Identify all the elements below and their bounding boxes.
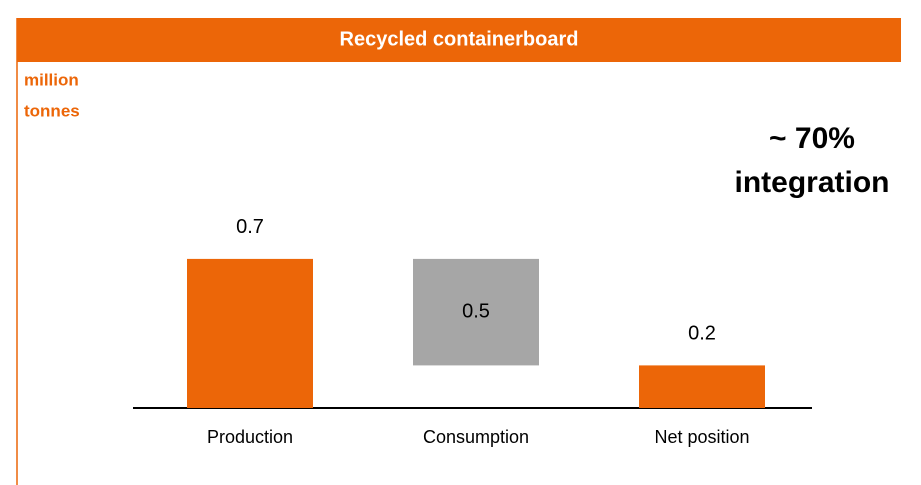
annotation: integration xyxy=(735,166,890,199)
x-tick-label: Net position xyxy=(654,427,749,447)
data-label: 0.7 xyxy=(236,216,264,238)
bar xyxy=(413,258,539,366)
data-label: 0.2 xyxy=(688,323,716,345)
unit-label: tonnes xyxy=(24,101,80,120)
chart-title: Recycled containerboard xyxy=(340,28,579,50)
unit-label: million xyxy=(24,70,79,89)
annotation: ~ 70% xyxy=(769,122,855,155)
bar xyxy=(639,365,765,408)
x-tick-label: Consumption xyxy=(423,427,529,447)
header-bar xyxy=(17,18,901,62)
data-label: 0.5 xyxy=(462,300,490,322)
bar xyxy=(187,258,313,408)
x-tick-label: Production xyxy=(207,427,293,447)
